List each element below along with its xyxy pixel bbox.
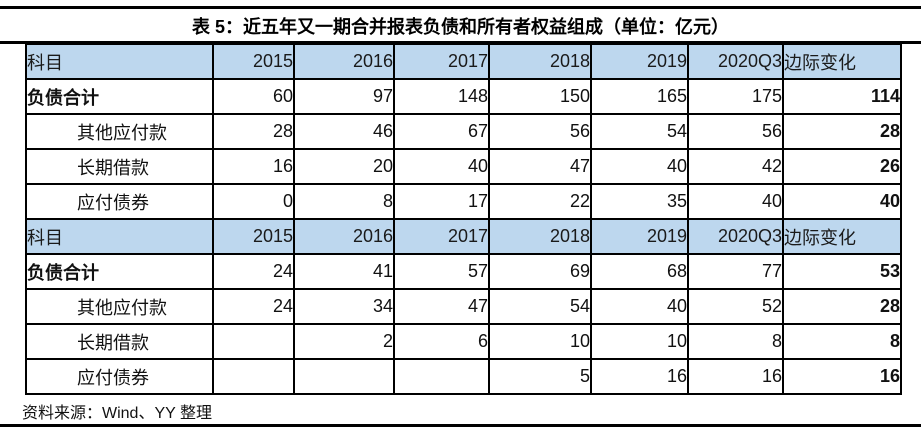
column-header: 边际变化 [782,218,902,255]
value-cell: 57 [393,253,490,290]
value-cell: 56 [687,113,784,150]
value-cell: 148 [393,78,490,115]
value-cell: 175 [687,78,784,115]
value-cell: 41 [293,253,395,290]
value-cell: 150 [488,78,592,115]
value-cell: 35 [590,183,689,220]
table-row: 负债合计 60 97 148 150 165 175 114 [25,78,902,115]
value-cell: 67 [393,113,490,150]
column-header: 2020Q3 [687,43,784,80]
value-cell: 22 [488,183,592,220]
row-label: 其他应付款 [25,288,214,325]
value-cell: 165 [590,78,689,115]
value-cell: 16 [687,358,784,395]
table-row: 长期借款 2 6 10 10 8 8 [25,323,902,360]
value-cell: 68 [590,253,689,290]
column-header: 2015 [212,43,295,80]
value-cell: 5 [488,358,592,395]
marginal-value-cell: 114 [782,78,902,115]
row-label: 应付债券 [25,183,214,220]
value-cell: 20 [293,148,395,185]
value-cell: 52 [687,288,784,325]
marginal-value-cell: 28 [782,288,902,325]
value-cell: 54 [488,288,592,325]
value-cell: 24 [212,288,295,325]
table-wrap: 科目 2015 2016 2017 2018 2019 2020Q3 边际变化 负债合计 60 97… [25,43,902,395]
value-cell: 16 [590,358,689,395]
column-header: 2018 [488,218,592,255]
row-label: 长期借款 [25,323,214,360]
column-header: 2015 [212,218,295,255]
table-row: 应付债券 0 8 17 22 35 40 40 [25,183,902,220]
value-cell: 46 [293,113,395,150]
value-cell: 17 [393,183,490,220]
marginal-value-cell: 16 [782,358,902,395]
table-row: 其他应付款 28 46 67 56 54 56 28 [25,113,902,150]
column-header: 2017 [393,43,490,80]
value-cell: 42 [687,148,784,185]
value-cell: 60 [212,78,295,115]
value-cell: 97 [293,78,395,115]
row-label: 负债合计 [25,78,214,115]
value-cell: 54 [590,113,689,150]
table-title: 表 5：近五年又一期合并报表负债和所有者权益组成（单位：亿元） [191,17,729,37]
value-cell [212,358,295,395]
value-cell: 56 [488,113,592,150]
column-header: 2016 [293,43,395,80]
value-cell: 6 [393,323,490,360]
value-cell: 40 [590,148,689,185]
marginal-value-cell: 8 [782,323,902,360]
column-header: 2016 [293,218,395,255]
table-row: 应付债券 5 16 16 16 [25,358,902,395]
value-cell: 28 [212,113,295,150]
value-cell: 24 [212,253,295,290]
value-cell: 47 [488,148,592,185]
column-header: 2017 [393,218,490,255]
table-row: 负债合计 24 41 57 69 68 77 53 [25,253,902,290]
value-cell: 40 [393,148,490,185]
column-header: 2019 [590,43,689,80]
column-header: 科目 [25,43,214,80]
value-cell: 10 [488,323,592,360]
marginal-value-cell: 28 [782,113,902,150]
column-header: 边际变化 [782,43,902,80]
value-cell: 8 [687,323,784,360]
value-cell: 2 [293,323,395,360]
column-header: 2020Q3 [687,218,784,255]
value-cell: 10 [590,323,689,360]
financial-table: 科目 2015 2016 2017 2018 2019 2020Q3 边际变化 负债合计 60 97… [25,43,902,395]
marginal-value-cell: 53 [782,253,902,290]
column-header: 2019 [590,218,689,255]
value-cell: 8 [293,183,395,220]
value-cell: 77 [687,253,784,290]
value-cell: 40 [687,183,784,220]
value-cell: 40 [590,288,689,325]
table-row: 其他应付款 24 34 47 54 40 52 28 [25,288,902,325]
top-rule [0,6,921,9]
column-header: 科目 [25,218,214,255]
title-rule [0,41,921,44]
header-row: 科目 2015 2016 2017 2018 2019 2020Q3 边际变化 [25,218,902,255]
value-cell: 69 [488,253,592,290]
value-cell: 16 [212,148,295,185]
header-row: 科目 2015 2016 2017 2018 2019 2020Q3 边际变化 [25,43,902,80]
marginal-value-cell: 26 [782,148,902,185]
column-header: 2018 [488,43,592,80]
bottom-rule [0,424,921,427]
row-label: 长期借款 [25,148,214,185]
row-label: 其他应付款 [25,113,214,150]
row-label: 应付债券 [25,358,214,395]
value-cell: 47 [393,288,490,325]
value-cell [293,358,395,395]
value-cell [212,323,295,360]
row-label: 负债合计 [25,253,214,290]
marginal-value-cell: 40 [782,183,902,220]
value-cell [393,358,490,395]
source-note: 资料来源：Wind、YY 整理 [22,405,212,422]
value-cell: 0 [212,183,295,220]
value-cell: 34 [293,288,395,325]
table-row: 长期借款 16 20 40 47 40 42 26 [25,148,902,185]
